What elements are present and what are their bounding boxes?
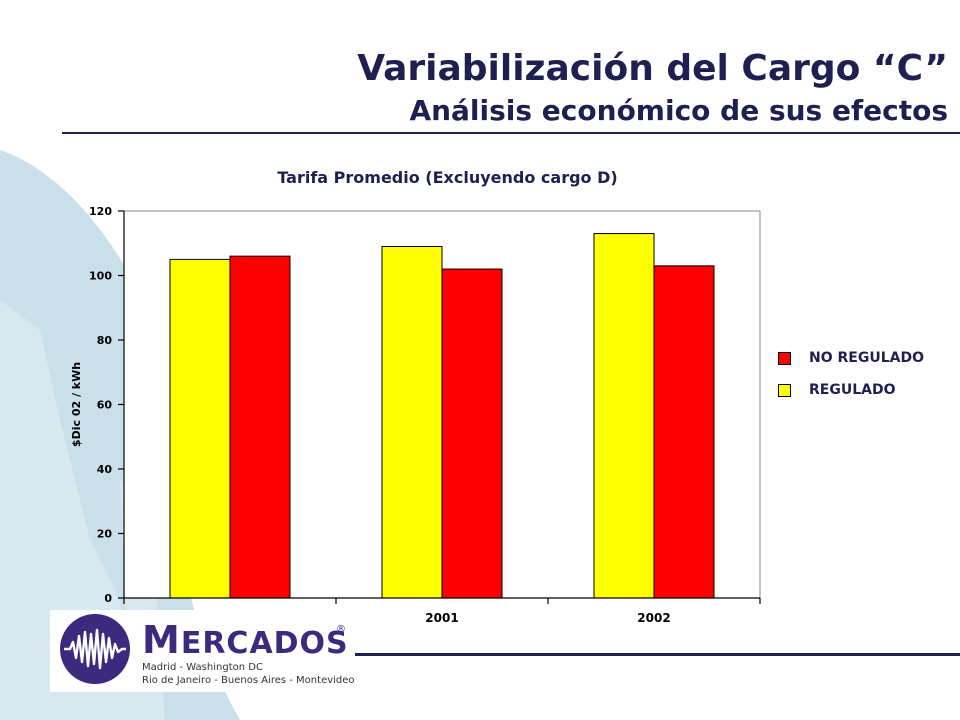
logo-initial: M — [142, 618, 181, 662]
legend-label-no-regulado: NO REGULADO — [809, 350, 924, 366]
bar-no-regulado-2000 — [229, 255, 291, 599]
y-tick-label: 60 — [97, 399, 113, 412]
legend-swatch-regulado — [778, 383, 791, 397]
logo-locations-line-2: Rio de Janeiro - Buenos Aires - Montevid… — [142, 675, 355, 686]
y-tick-label: 0 — [104, 592, 112, 605]
y-axis-label: $Dic 02 / kWh — [70, 362, 83, 447]
legend-item-regulado: REGULADO — [778, 382, 895, 398]
logo-locations-line-1: Madrid - Washington DC — [142, 662, 263, 673]
y-tick-label: 20 — [97, 528, 113, 541]
x-tick-label: 2002 — [637, 611, 670, 625]
bar-regulado-2002 — [593, 233, 655, 599]
bar-regulado-2000 — [169, 258, 231, 599]
y-tick-label: 40 — [97, 463, 113, 476]
chart-title: Tarifa Promedio (Excluyendo cargo D) — [277, 168, 618, 187]
legend-item-no-regulado: NO REGULADO — [778, 350, 924, 366]
legend-label-regulado: REGULADO — [809, 382, 896, 398]
registered-mark: ® — [336, 624, 346, 635]
y-tick-label: 120 — [89, 205, 112, 218]
slide-title: Variabilización del Cargo “C” — [357, 48, 948, 89]
y-tick-label: 100 — [89, 270, 112, 283]
bar-no-regulado-2002 — [653, 265, 715, 599]
company-logo: MERCADOS ® Madrid - Washington DC Rio de… — [50, 610, 355, 692]
logo-name-rest: ERCADOS — [180, 626, 349, 661]
x-tick-label: 2001 — [425, 611, 458, 625]
y-tick-label: 80 — [97, 334, 113, 347]
legend-swatch-no-regulado — [778, 351, 791, 365]
bar-no-regulado-2001 — [441, 268, 503, 599]
footer-divider — [355, 653, 960, 656]
waveform-circle-icon — [60, 614, 130, 684]
title-divider — [62, 132, 960, 134]
slide-subtitle: Análisis económico de sus efectos — [409, 94, 948, 127]
logo-wordmark: MERCADOS — [142, 618, 349, 662]
bar-regulado-2001 — [381, 245, 443, 599]
